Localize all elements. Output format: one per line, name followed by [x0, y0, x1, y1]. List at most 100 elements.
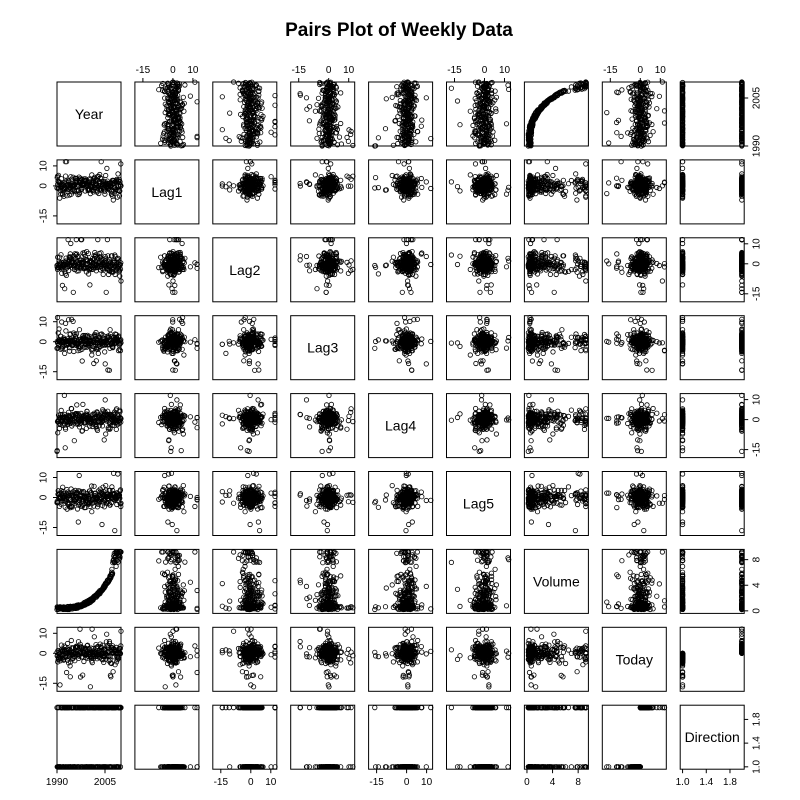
- data-point: [493, 172, 499, 179]
- data-point: [467, 108, 473, 114]
- variable-label-lag2: Lag2: [229, 262, 260, 278]
- data-point: [583, 161, 589, 167]
- data-point: [253, 82, 259, 88]
- data-point: [247, 132, 253, 138]
- data-point: [181, 100, 187, 106]
- data-point: [254, 140, 260, 146]
- data-point: [194, 99, 200, 105]
- data-point: [350, 142, 356, 149]
- panel-year-vs-direction: [679, 79, 745, 149]
- data-point: [604, 110, 610, 116]
- data-point: [315, 95, 322, 101]
- data-point: [187, 264, 193, 270]
- data-point: [162, 95, 168, 101]
- data-point: [419, 117, 425, 123]
- data-point: [180, 94, 186, 100]
- data-point: [314, 102, 320, 108]
- data-point: [389, 94, 395, 100]
- data-point: [192, 79, 198, 85]
- data-point: [406, 165, 412, 171]
- panel-lag1-vs-lag5: [446, 159, 512, 225]
- data-point: [393, 102, 399, 109]
- data-point: [324, 278, 331, 284]
- data-point: [272, 102, 278, 108]
- data-point: [397, 97, 403, 104]
- data-point: [103, 289, 109, 295]
- data-point: [306, 268, 313, 274]
- data-point: [87, 282, 93, 288]
- data-point: [404, 79, 411, 85]
- data-point: [115, 171, 121, 177]
- data-point: [245, 165, 251, 171]
- data-point: [246, 102, 252, 108]
- data-point: [423, 95, 429, 101]
- data-point: [395, 114, 401, 120]
- data-point: [619, 177, 625, 183]
- data-point: [418, 123, 424, 129]
- data-point: [642, 197, 649, 203]
- data-point: [414, 83, 420, 90]
- data-point: [318, 80, 324, 87]
- data-point: [303, 95, 310, 101]
- data-point: [550, 172, 556, 179]
- data-point: [160, 87, 166, 94]
- data-point: [231, 183, 237, 189]
- data-point: [650, 129, 656, 135]
- data-point: [323, 289, 329, 295]
- data-point: [312, 172, 318, 178]
- data-point: [645, 139, 652, 145]
- panel-lag2-vs-lag4: [368, 237, 434, 303]
- data-point: [180, 142, 186, 149]
- data-point: [272, 118, 278, 124]
- data-point: [306, 104, 313, 110]
- data-point: [401, 79, 407, 85]
- data-point: [614, 130, 620, 136]
- panel-frame: [56, 81, 122, 147]
- data-point: [257, 139, 263, 145]
- data-point: [177, 139, 183, 145]
- data-point: [62, 286, 68, 292]
- data-point: [382, 126, 389, 132]
- data-point: [413, 139, 419, 145]
- data-point: [237, 97, 243, 103]
- panel-year-vs-lag3: [290, 79, 356, 149]
- data-point: [227, 110, 233, 116]
- panel-lag2-vs-lag2: Lag2: [212, 237, 278, 303]
- data-point: [619, 87, 625, 93]
- data-point: [187, 93, 193, 99]
- data-point: [180, 134, 186, 140]
- data-point: [223, 135, 229, 141]
- data-point: [482, 165, 489, 171]
- data-point: [419, 184, 425, 190]
- panel-year-vs-lag2: [212, 79, 278, 149]
- panel-lag2-vs-year: [54, 237, 124, 303]
- data-point: [242, 82, 248, 88]
- data-point: [414, 128, 420, 134]
- data-point: [467, 172, 473, 178]
- chart-title: Pairs Plot of Weekly Data: [285, 20, 513, 41]
- data-point: [318, 174, 324, 180]
- data-point: [179, 240, 185, 247]
- data-point: [166, 282, 172, 288]
- data-point: [457, 122, 463, 128]
- data-point: [176, 81, 182, 87]
- data-point: [454, 184, 461, 190]
- data-point: [100, 271, 106, 277]
- data-point: [159, 136, 166, 142]
- data-point: [328, 161, 334, 167]
- data-point: [314, 135, 320, 141]
- data-point: [268, 129, 274, 135]
- panel-lag1-vs-volume: [523, 159, 589, 225]
- data-point: [237, 85, 243, 91]
- data-point: [344, 134, 350, 140]
- data-point: [324, 80, 330, 86]
- data-point: [182, 82, 188, 88]
- data-point: [338, 90, 344, 96]
- data-point: [634, 165, 640, 171]
- data-point: [62, 173, 69, 179]
- data-point: [317, 79, 323, 86]
- data-point: [338, 141, 344, 147]
- data-point: [303, 253, 310, 260]
- data-point: [272, 93, 278, 99]
- data-point: [401, 161, 407, 167]
